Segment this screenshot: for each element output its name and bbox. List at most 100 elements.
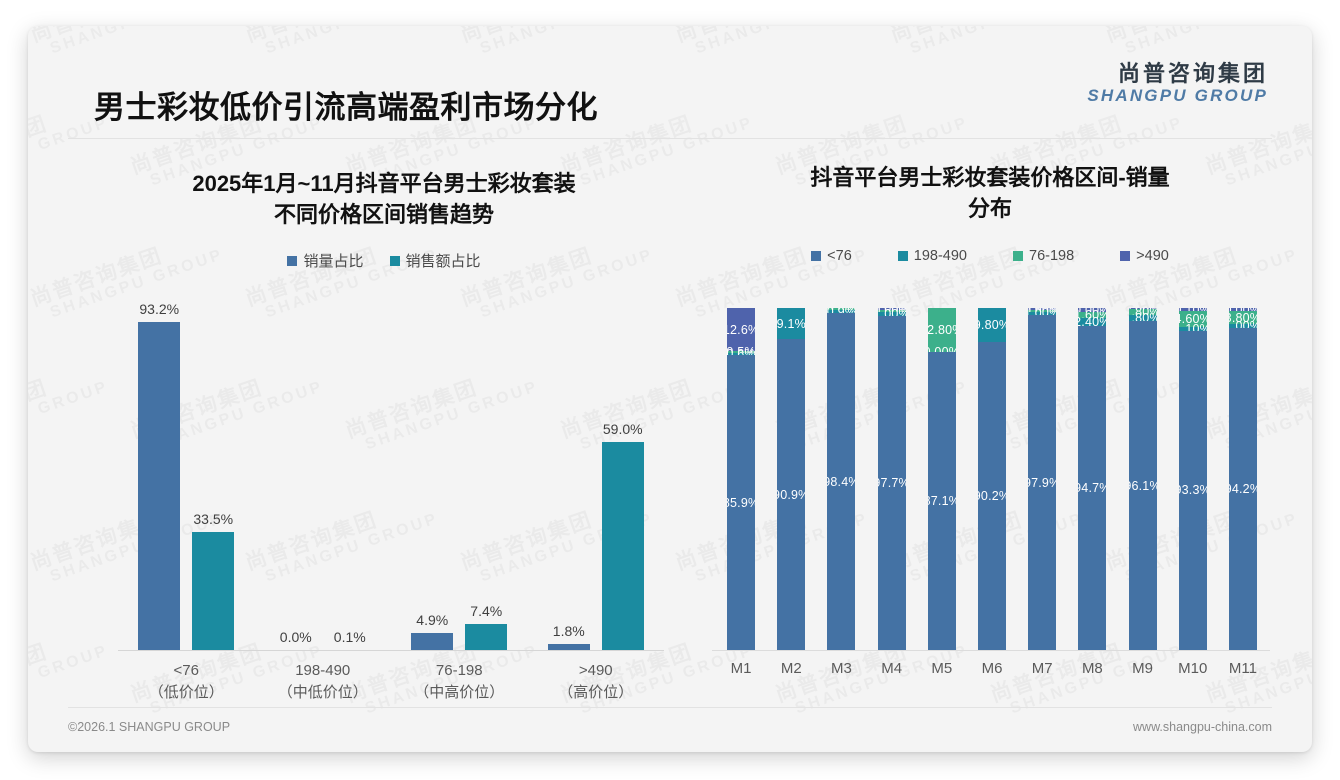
stack-segment-<76-M11[interactable]: 94.2%: [1228, 327, 1257, 650]
stack-segment-<76-M3[interactable]: 98.4%: [827, 313, 856, 650]
bar-销量占比-<76[interactable]: 93.2%: [138, 301, 181, 650]
legend-swatch-icon: [897, 251, 908, 262]
stacked-bar-M2[interactable]: 0.0%0.0%9.1%90.9%: [777, 308, 806, 650]
stack-segment-value-label: 0.9%: [827, 308, 855, 319]
stack-segment-198-490-M6[interactable]: 9.80%: [978, 308, 1006, 342]
bar-fill: [411, 632, 454, 650]
x-axis-label-M5: M5: [931, 660, 953, 677]
legend-item-销量占比[interactable]: 销量占比: [287, 250, 364, 271]
stack-segment-76-198-M5[interactable]: 12.80%: [927, 308, 956, 353]
right-chart-x-axis: [712, 650, 1270, 651]
stack-segment-<76-M10[interactable]: 93.3%: [1178, 330, 1207, 650]
legend-item-label: 销售额占比: [405, 253, 481, 271]
bar-fill: [138, 321, 181, 650]
stack-segment-value-label: 97.9%: [1028, 475, 1056, 490]
bar-value-label: 93.2%: [139, 300, 180, 317]
legend-item-label: >490: [1136, 248, 1169, 265]
bar-group-bars: 93.2% 33.5%: [118, 298, 254, 650]
stack-segment-<76-M4[interactable]: 97.7%: [877, 315, 906, 650]
stack-segment-<76-M2[interactable]: 90.9%: [777, 339, 806, 650]
stack-segment-<76-M8[interactable]: 94.7%: [1078, 326, 1107, 650]
bar-group-bars: 0.0% 0.1%: [255, 298, 391, 650]
stacked-bar-M3[interactable]: 0.1%0.6%0.9%98.4%: [827, 308, 856, 650]
right-stacked-bar-chart: 12.6%0.5%0.6%85.9% 0.0%0.0%9.1%90.9% 0.1%0…: [700, 308, 1280, 710]
bar-fill: [601, 442, 644, 650]
bar-group-bars: 1.8% 59.0%: [528, 298, 664, 650]
stacked-bar-M11[interactable]: 0.00%3.80%1.00%94.2%: [1228, 308, 1257, 650]
stacked-bar-M8[interactable]: 0.00%1.60%2.40%94.7%: [1078, 308, 1107, 650]
stacked-bar-M9[interactable]: 0.00%1.80%1.80%96.1%: [1128, 308, 1157, 650]
stack-segment-<76-M5[interactable]: 87.1%: [927, 352, 956, 650]
bar-销售额占比-<76[interactable]: 33.5%: [192, 511, 235, 650]
left-chart-panel: 2025年1月~11月抖音平台男士彩妆套装 不同价格区间销售趋势 销量占比 销售额…: [84, 150, 684, 710]
legend-item->490[interactable]: >490: [1120, 248, 1169, 264]
stacked-bar-M5[interactable]: 0.10%12.80%0.00%87.1%: [927, 308, 956, 650]
x-axis-label-M4: M4: [881, 660, 903, 677]
stack-segment->490-M1[interactable]: 12.6%: [727, 308, 756, 352]
legend-item-label: 销量占比: [303, 253, 364, 271]
legend-swatch-icon: [1120, 251, 1131, 262]
x-axis-label-M10: M10: [1178, 660, 1208, 677]
legend-item-<76[interactable]: <76: [811, 248, 852, 264]
left-chart-x-axis: [118, 650, 664, 651]
right-chart-legend: <76 198-490 76-198 >490: [700, 248, 1280, 264]
legend-swatch-icon: [811, 251, 822, 262]
bar-fill: [465, 623, 508, 650]
bar-value-label: 7.4%: [470, 602, 503, 619]
x-axis-label-M2: M2: [780, 660, 802, 677]
stack-segment-<76-M9[interactable]: 96.1%: [1128, 321, 1157, 650]
stack-segment-value-label: 94.7%: [1078, 481, 1106, 496]
bar-value-label: 0.0%: [279, 629, 312, 645]
legend-item-198-490[interactable]: 198-490: [897, 248, 967, 264]
stack-segment-76-198-M11[interactable]: 3.80%: [1228, 310, 1257, 325]
bar-group-bars: 4.9% 7.4%: [391, 298, 527, 650]
bar-value-label: 0.1%: [333, 628, 366, 645]
stack-segment-<76-M1[interactable]: 85.9%: [727, 355, 756, 650]
stack-segment-value-label: 90.2%: [978, 488, 1006, 503]
stack-segment-<76-M7[interactable]: 97.9%: [1028, 315, 1057, 650]
stack-segment-value-label: 94.2%: [1229, 481, 1257, 496]
bar-fill: [547, 643, 590, 650]
bar-销量占比->490[interactable]: 1.8%: [547, 623, 590, 650]
x-axis-label-M11: M11: [1228, 660, 1257, 677]
stack-segment-value-label: 85.9%: [727, 495, 755, 510]
stack-segment-<76-M6[interactable]: 90.2%: [978, 341, 1006, 650]
footer-copyright: ©2026.1 SHANGPU GROUP: [68, 720, 231, 734]
x-axis-label-tier: （高价位）: [558, 683, 634, 701]
legend-swatch-icon: [287, 255, 298, 266]
x-axis-label-M7: M7: [1031, 660, 1053, 677]
bar-销售额占比->490[interactable]: 59.0%: [601, 421, 644, 650]
footer-website: www.shangpu-china.com: [1133, 720, 1272, 734]
stacked-bar-M4[interactable]: 0.00%0.60%1.00%97.7%: [877, 308, 906, 650]
legend-item-销售额占比[interactable]: 销售额占比: [389, 250, 481, 271]
stack-segment-76-198-M10[interactable]: 4.60%: [1178, 311, 1207, 328]
left-chart-legend: 销量占比 销售额占比: [84, 250, 684, 271]
stack-segment-198-490-M8[interactable]: 2.40%: [1078, 315, 1107, 329]
bar-销量占比-76-198[interactable]: 4.9%: [411, 612, 454, 650]
stacked-bar-M10[interactable]: 0.10%4.60%1.10%93.3%: [1178, 308, 1207, 650]
legend-item-76-198[interactable]: 76-198: [1013, 248, 1074, 264]
x-axis-label-M8: M8: [1081, 660, 1103, 677]
stack-segment-198-490-M2[interactable]: 9.1%: [777, 308, 806, 340]
x-axis-label-M6: M6: [981, 660, 1003, 677]
stacked-bar-M7[interactable]: 0.00%0.60%1.00%97.9%: [1028, 308, 1057, 650]
stack-segment-value-label: 3.80%: [1229, 310, 1257, 325]
footer-divider: [68, 707, 1272, 708]
x-axis-label->490: >490 （高价位）: [528, 660, 664, 704]
bar-fill: [192, 532, 235, 650]
legend-item-label: <76: [827, 248, 852, 265]
stack-segment-value-label: 1.80%: [1129, 308, 1157, 320]
stack-segment-76-198-M9[interactable]: 1.80%: [1128, 308, 1157, 319]
stacked-bar-M6[interactable]: 0.00%0.00%9.80%90.2%: [978, 308, 1006, 650]
stacked-bar-M1[interactable]: 12.6%0.5%0.6%85.9%: [727, 308, 756, 650]
stack-segment-value-label: 87.1%: [928, 494, 956, 509]
left-chart-plot-area: 93.2% 33.5% 0.0% 0.1% 4.9% 7.4% 1.8% 59.0%: [118, 298, 664, 650]
legend-swatch-icon: [1013, 251, 1023, 262]
bar-value-label: 59.0%: [602, 421, 643, 438]
bar-group: 93.2% 33.5%: [118, 298, 254, 650]
stack-segment-198-490-M3[interactable]: 0.9%: [827, 308, 856, 319]
left-chart-title-line1: 2025年1月~11月抖音平台男士彩妆套装: [192, 171, 576, 196]
bar-销售额占比-76-198[interactable]: 7.4%: [465, 603, 508, 650]
stack-segment-value-label: 93.3%: [1179, 483, 1207, 498]
